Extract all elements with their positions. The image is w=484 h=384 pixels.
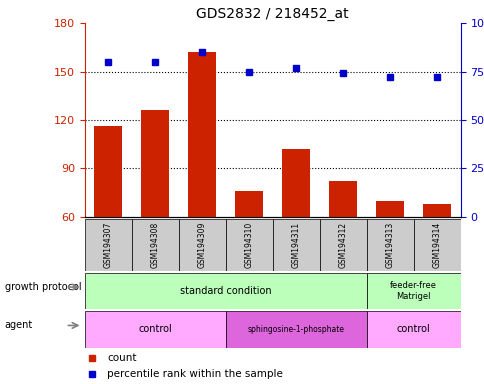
Text: GSM194309: GSM194309 <box>197 222 206 268</box>
Bar <box>141 110 169 314</box>
Bar <box>179 219 226 271</box>
Bar <box>85 311 226 348</box>
Bar <box>376 201 404 314</box>
Bar <box>413 219 460 271</box>
Bar <box>188 52 216 314</box>
Bar <box>226 311 366 348</box>
Bar <box>85 273 366 309</box>
Bar <box>366 311 460 348</box>
Text: sphingosine-1-phosphate: sphingosine-1-phosphate <box>247 325 344 334</box>
Text: GSM194313: GSM194313 <box>385 222 394 268</box>
Text: GSM194307: GSM194307 <box>104 222 113 268</box>
Bar <box>85 219 132 271</box>
Bar <box>282 149 310 314</box>
Text: GSM194311: GSM194311 <box>291 222 300 268</box>
Text: standard condition: standard condition <box>180 286 271 296</box>
Text: growth protocol: growth protocol <box>5 282 81 292</box>
Title: GDS2832 / 218452_at: GDS2832 / 218452_at <box>196 7 348 21</box>
Bar <box>366 273 460 309</box>
Text: GSM194310: GSM194310 <box>244 222 253 268</box>
Bar <box>226 219 272 271</box>
Text: feeder-free
Matrigel: feeder-free Matrigel <box>390 281 437 301</box>
Bar <box>132 219 179 271</box>
Text: GSM194314: GSM194314 <box>432 222 441 268</box>
Text: percentile rank within the sample: percentile rank within the sample <box>107 369 283 379</box>
Bar <box>422 204 451 314</box>
Bar <box>329 181 357 314</box>
Bar <box>94 126 122 314</box>
Bar <box>272 219 319 271</box>
Text: agent: agent <box>5 320 33 331</box>
Text: GSM194312: GSM194312 <box>338 222 347 268</box>
Text: control: control <box>396 324 430 334</box>
Bar <box>366 219 413 271</box>
Bar <box>319 219 366 271</box>
Text: count: count <box>107 353 136 362</box>
Text: GSM194308: GSM194308 <box>151 222 160 268</box>
Bar <box>235 191 263 314</box>
Text: control: control <box>138 324 172 334</box>
